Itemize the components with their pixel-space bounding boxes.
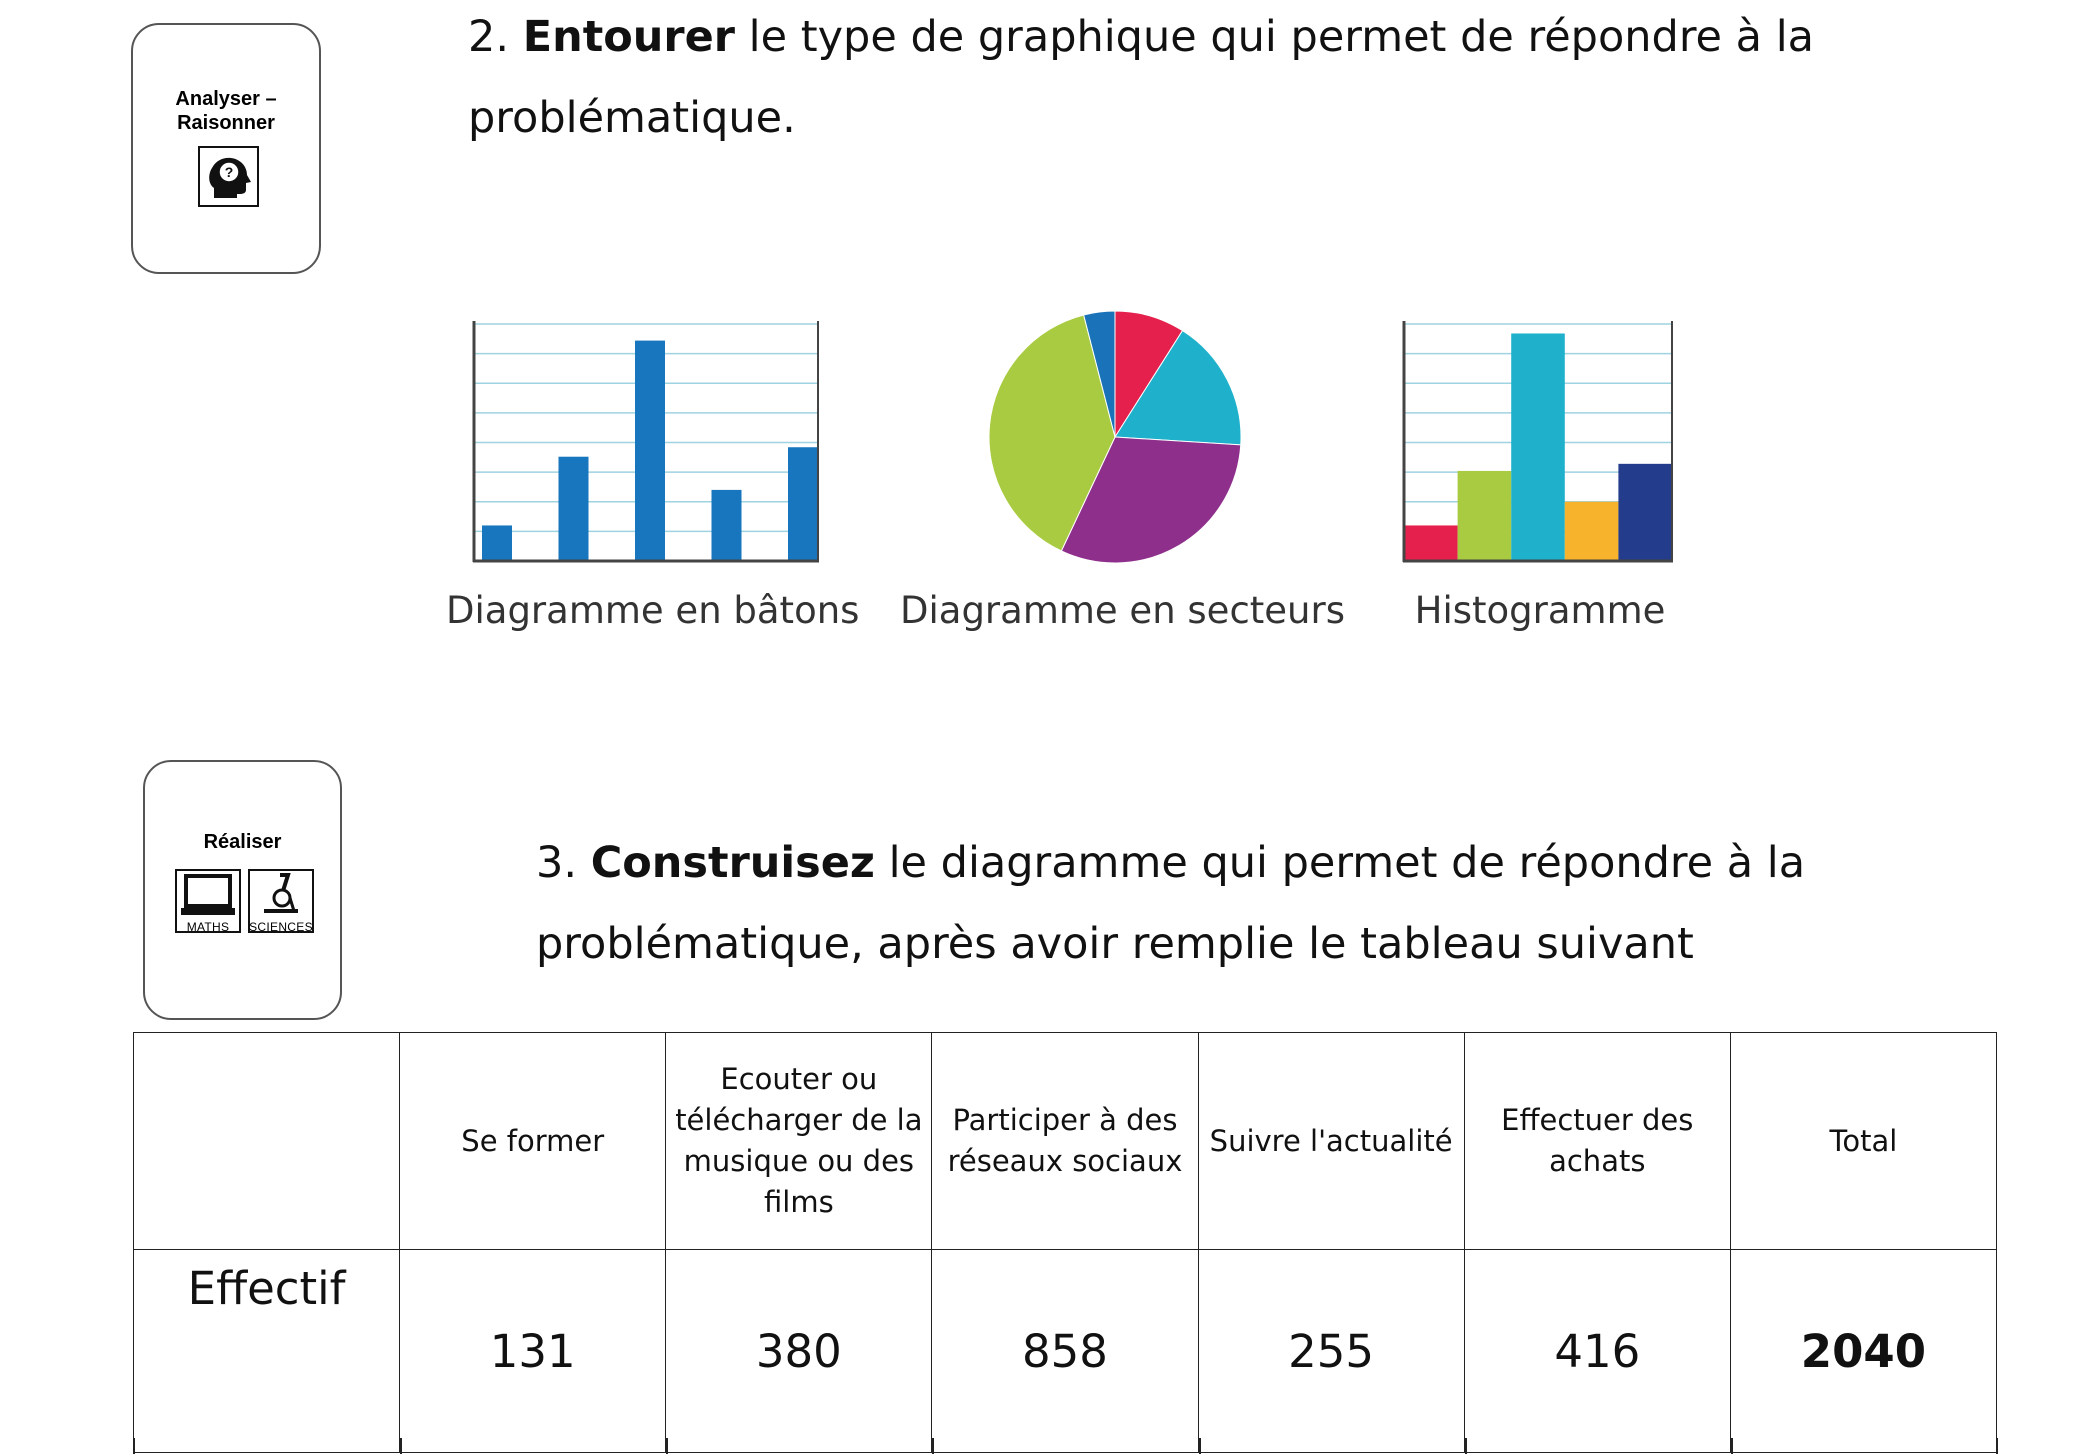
- question-2-number: 2.: [468, 12, 510, 62]
- bar-chart-caption: Diagramme en bâtons: [446, 589, 860, 632]
- table-continuation-line: [133, 1438, 135, 1454]
- competency-card-analyser: Analyser – Raisonner ?: [131, 23, 321, 274]
- header-cell-reseaux-sociaux: Participer à des réseaux sociaux: [931, 1032, 1199, 1250]
- question-2-line1: 2. Entourer le type de graphique qui per…: [468, 0, 2028, 78]
- card-title-line2: Raisonner: [177, 112, 275, 134]
- header-cell-actualite: Suivre l'actualité: [1197, 1032, 1465, 1250]
- value-cell-se-former[interactable]: 131: [399, 1249, 667, 1453]
- question-3-verb: Construisez: [590, 838, 875, 888]
- pie-slice-3: [1060, 436, 1242, 564]
- table-header-row: Se former Ecouter ou télécharger de la m…: [132, 1032, 1998, 1250]
- question-2-line2: problématique.: [468, 93, 796, 143]
- table-continuation-line: [1731, 1438, 1733, 1454]
- histogram-bar-1: [1404, 525, 1458, 561]
- header-cell-total: Total: [1729, 1032, 1998, 1250]
- header-cell-musique-films: Ecouter ou télécharger de la musique ou …: [665, 1032, 933, 1250]
- bar-chart-bar-5: [788, 447, 818, 561]
- value-cell-achats[interactable]: 416: [1463, 1249, 1731, 1453]
- bar-chart-bar-1: [482, 525, 512, 561]
- table-continuation-line: [932, 1438, 934, 1454]
- value-cell-total[interactable]: 2040: [1729, 1249, 1998, 1453]
- pie-chart-caption: Diagramme en secteurs: [900, 589, 1345, 632]
- bar-chart-bar-3: [635, 340, 665, 561]
- question-3-line1-rest: le diagramme qui permet de répondre à la: [874, 838, 1806, 888]
- pie-slice-2: [1114, 329, 1242, 446]
- question-3-number: 3.: [536, 838, 578, 888]
- svg-text:?: ?: [225, 164, 234, 180]
- question-3-line2: problématique, après avoir remplie le ta…: [536, 919, 1694, 969]
- question-2-verb: Entourer: [522, 12, 735, 62]
- value-cell-reseaux-sociaux[interactable]: 858: [931, 1249, 1199, 1453]
- table-continuation-line: [400, 1438, 402, 1454]
- table-continuation-line: [1465, 1438, 1467, 1454]
- histogram-bar-2: [1457, 470, 1512, 561]
- header-cell-empty: [132, 1032, 401, 1250]
- header-cell-achats: Effectuer des achats: [1463, 1032, 1731, 1250]
- bar-chart-bar-4: [711, 489, 742, 561]
- competency-card-realiser: Réaliser MATHS SCIENCES: [143, 760, 342, 1020]
- bar-chart[interactable]: [470, 316, 822, 566]
- microscope-icon: [248, 869, 314, 933]
- card-title-line1: Analyser –: [175, 88, 277, 110]
- histogram-caption: Histogramme: [1414, 589, 1666, 632]
- histogram-bar-3: [1511, 333, 1565, 561]
- histogram-bar-5: [1618, 463, 1672, 561]
- computer-icon: [175, 869, 241, 933]
- pie-chart[interactable]: [980, 308, 1250, 570]
- value-cell-musique-films[interactable]: 380: [665, 1249, 933, 1453]
- bar-chart-bar-2: [558, 456, 589, 561]
- question-3-line1: 3. Construisez le diagramme qui permet d…: [536, 823, 2056, 904]
- sciences-label: SCIENCES: [249, 920, 313, 934]
- question-3: 3. Construisez le diagramme qui permet d…: [536, 823, 2056, 985]
- pie-slice-5: [1083, 310, 1116, 438]
- maths-label: MATHS: [186, 920, 230, 934]
- value-cell-actualite[interactable]: 255: [1197, 1249, 1465, 1453]
- head-question-icon: ?: [198, 146, 259, 207]
- data-table: Se former Ecouter ou télécharger de la m…: [132, 1032, 1998, 1453]
- question-2-line1-rest: le type de graphique qui permet de répon…: [734, 12, 1814, 62]
- table-continuation-line: [666, 1438, 668, 1454]
- question-2: 2. Entourer le type de graphique qui per…: [468, 0, 2028, 159]
- table-row-effectif: Effectif 131 380 858 255 416 2040: [132, 1249, 1998, 1453]
- histogram-chart[interactable]: [1400, 316, 1676, 566]
- table-continuation-line: [1996, 1438, 1998, 1454]
- row-label-effectif: Effectif: [132, 1249, 401, 1453]
- header-cell-se-former: Se former: [399, 1032, 667, 1250]
- pie-slice-4: [988, 314, 1116, 552]
- card-title-realiser: Réaliser: [203, 831, 282, 853]
- table-continuation-line: [1199, 1438, 1201, 1454]
- histogram-bar-4: [1564, 501, 1619, 561]
